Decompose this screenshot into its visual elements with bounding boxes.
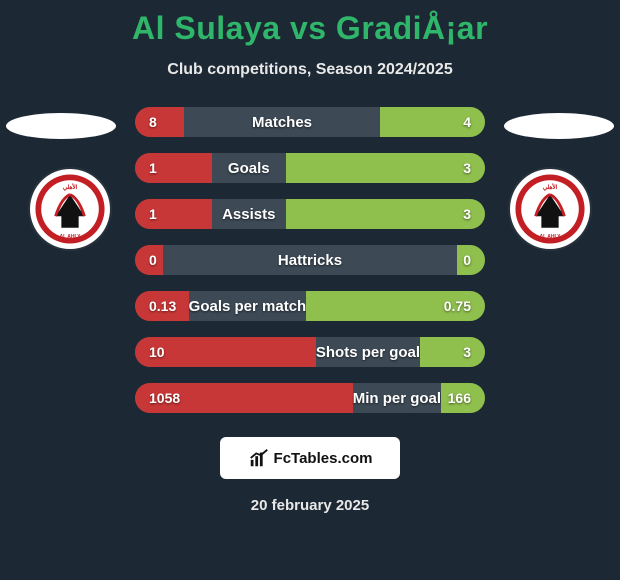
stat-label: Goals — [212, 153, 286, 183]
stat-left-value: 1 — [149, 206, 157, 222]
club-crest-right: الأهلي AL AHLY — [510, 169, 590, 249]
stat-label-text: Min per goal — [353, 390, 441, 407]
player-photo-right-placeholder — [504, 113, 614, 139]
stat-right-value: 0 — [463, 252, 471, 268]
shield-icon: الأهلي AL AHLY — [34, 173, 106, 245]
stat-label: Min per goal — [353, 383, 441, 413]
stat-label: Assists — [212, 199, 286, 229]
stat-right-value: 3 — [463, 344, 471, 360]
stat-row: 0 Hattricks 0 — [135, 245, 485, 275]
stat-right-value: 3 — [463, 160, 471, 176]
stat-right-value: 3 — [463, 206, 471, 222]
svg-text:AL AHLY: AL AHLY — [59, 234, 81, 240]
stat-left-seg: 1 — [135, 153, 212, 183]
page-subtitle: Club competitions, Season 2024/2025 — [0, 61, 620, 79]
stat-row: 1 Goals 3 — [135, 153, 485, 183]
stat-right-seg: 166 — [441, 383, 485, 413]
stat-right-seg: 3 — [420, 337, 485, 367]
stat-left-value: 10 — [149, 344, 165, 360]
player-photo-left-placeholder — [6, 113, 116, 139]
stat-left-value: 0 — [149, 252, 157, 268]
stat-label-text: Goals per match — [189, 298, 307, 315]
chart-icon — [248, 447, 270, 469]
stat-right-value: 166 — [448, 390, 471, 406]
stat-left-seg: 0.13 — [135, 291, 189, 321]
stat-left-value: 8 — [149, 114, 157, 130]
stat-label: Goals per match — [189, 291, 307, 321]
stat-right-seg: 4 — [380, 107, 485, 137]
stat-right-seg: 0.75 — [306, 291, 485, 321]
page-date: 20 february 2025 — [0, 497, 620, 514]
stat-label: Matches — [184, 107, 380, 137]
stat-label: Hattricks — [163, 245, 457, 275]
stat-row: 0.13 Goals per match 0.75 — [135, 291, 485, 321]
stat-left-seg: 1 — [135, 199, 212, 229]
stat-label-text: Hattricks — [278, 252, 342, 269]
stat-right-value: 0.75 — [444, 298, 471, 314]
shield-icon: الأهلي AL AHLY — [514, 173, 586, 245]
page-title: Al Sulaya vs GradiÅ¡ar — [0, 0, 620, 47]
stat-left-seg: 8 — [135, 107, 184, 137]
stat-row: 10 Shots per goal 3 — [135, 337, 485, 367]
brand-badge: FcTables.com — [220, 437, 400, 479]
stat-left-value: 0.13 — [149, 298, 176, 314]
stat-right-seg: 3 — [286, 153, 486, 183]
stat-label-text: Shots per goal — [316, 344, 420, 361]
brand-text: FcTables.com — [274, 450, 373, 467]
stat-right-seg: 3 — [286, 199, 486, 229]
stat-left-seg: 10 — [135, 337, 316, 367]
stat-label-text: Matches — [252, 114, 312, 131]
stat-left-value: 1 — [149, 160, 157, 176]
comparison-panel: الأهلي AL AHLY الأهلي AL AHLY 8 Matches 4 1… — [0, 107, 620, 413]
stat-left-seg: 1058 — [135, 383, 353, 413]
stat-label-text: Goals — [228, 160, 270, 177]
stat-row: 8 Matches 4 — [135, 107, 485, 137]
stat-left-value: 1058 — [149, 390, 180, 406]
stat-label: Shots per goal — [316, 337, 420, 367]
stat-right-value: 4 — [463, 114, 471, 130]
stat-row: 1058 Min per goal 166 — [135, 383, 485, 413]
stat-bars: 8 Matches 4 1 Goals 3 1 Assists 3 0 Hattricks 0 0.13… — [135, 107, 485, 413]
stat-row: 1 Assists 3 — [135, 199, 485, 229]
stat-label-text: Assists — [222, 206, 275, 223]
stat-left-seg: 0 — [135, 245, 163, 275]
stat-right-seg: 0 — [457, 245, 485, 275]
club-crest-left: الأهلي AL AHLY — [30, 169, 110, 249]
svg-text:AL AHLY: AL AHLY — [539, 234, 561, 240]
